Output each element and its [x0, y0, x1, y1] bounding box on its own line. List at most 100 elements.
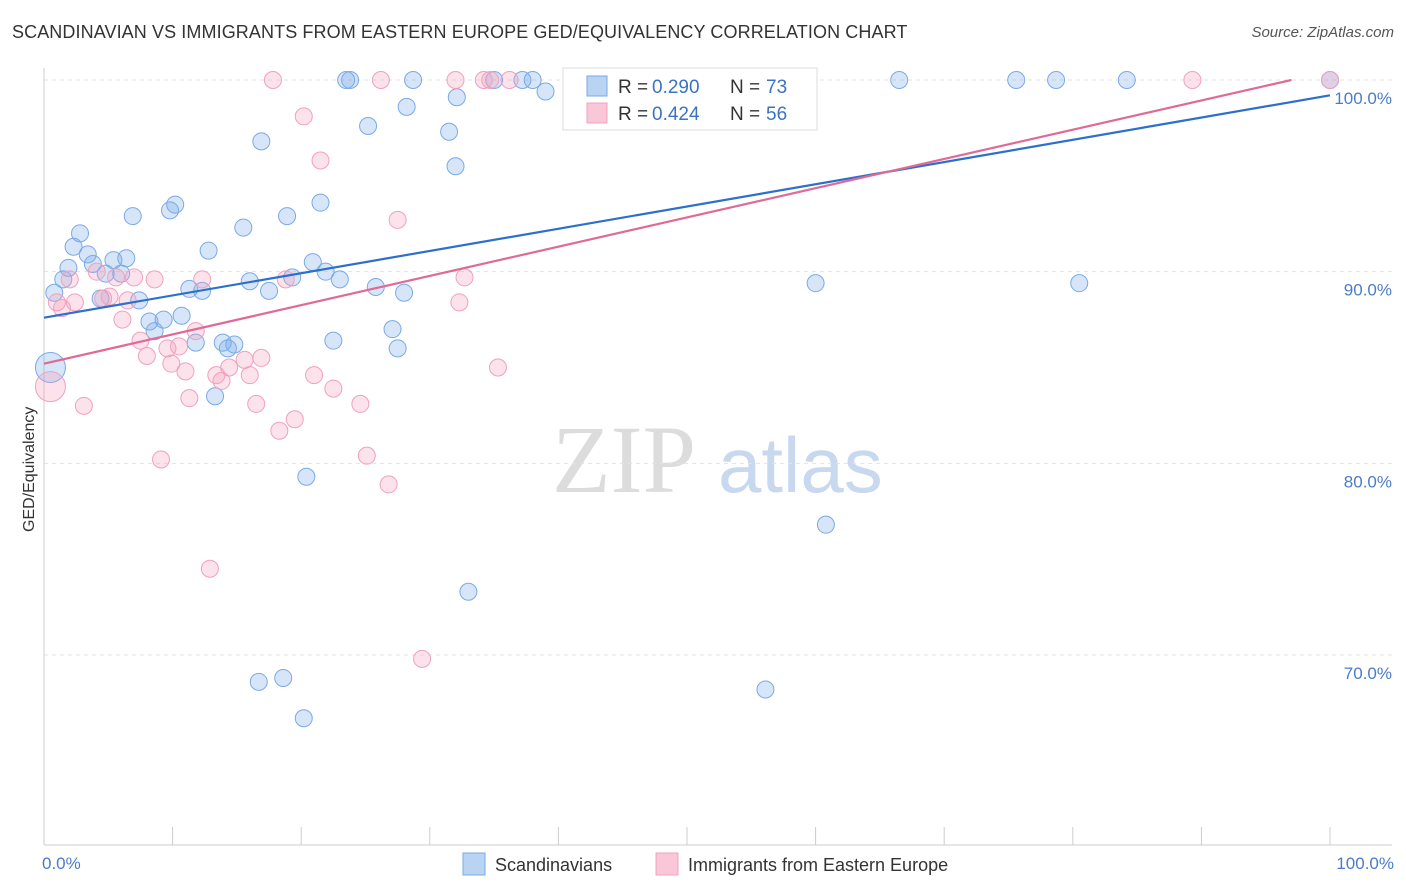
data-point [311, 193, 330, 212]
legend-n-value-2: 56 [766, 104, 787, 125]
data-point [278, 207, 297, 226]
source-label: Source: ZipAtlas.com [1251, 24, 1394, 41]
chart-title: SCANDINAVIAN VS IMMIGRANTS FROM EASTERN … [12, 22, 908, 42]
data-point [488, 358, 507, 377]
data-point [274, 669, 293, 687]
data-point [240, 366, 259, 385]
data-point [152, 450, 171, 469]
data-point-large [34, 371, 66, 403]
data-point [47, 293, 66, 312]
data-point [500, 71, 519, 89]
data-point [359, 117, 378, 135]
data-point [78, 245, 97, 264]
data-point [59, 258, 78, 277]
data-point [413, 649, 432, 668]
legend-swatch-scandinavians [586, 75, 608, 97]
bottom-legend-swatch-eastern-europe [655, 852, 679, 876]
data-point [1047, 71, 1066, 89]
data-point [145, 270, 164, 289]
data-point [305, 366, 324, 385]
data-point [176, 362, 195, 381]
trend-line-0 [43, 94, 1331, 319]
data-point [172, 306, 191, 325]
data-point [54, 270, 73, 289]
data-point [118, 291, 137, 310]
data-point [481, 71, 500, 89]
data-point [213, 333, 232, 352]
data-point [379, 475, 398, 494]
data-point [74, 396, 93, 415]
stats-legend: R = 0.290 N = 73 R = 0.424 N = 56 [562, 67, 818, 131]
data-point [263, 71, 282, 89]
data-point [324, 331, 343, 350]
data-point [170, 337, 189, 356]
data-point [446, 71, 465, 89]
x-tick-label-max: 100.0% [1336, 854, 1394, 873]
data-point [1321, 71, 1339, 89]
data-point [756, 680, 775, 699]
data-point [252, 348, 271, 367]
data-point [388, 210, 407, 229]
legend-n-label-1: N = [730, 77, 760, 98]
data-point [474, 71, 493, 89]
data-point [341, 71, 360, 89]
data-point [180, 389, 199, 408]
data-point [523, 71, 542, 89]
data-points [34, 71, 1339, 728]
data-point [96, 264, 115, 283]
data-point [65, 293, 84, 312]
data-point [206, 387, 225, 406]
data-point [100, 287, 119, 306]
data-point [404, 71, 423, 89]
bottom-legend-swatch-scandinavians [462, 852, 486, 876]
data-point [60, 270, 79, 289]
data-point [235, 350, 254, 369]
data-point [166, 195, 185, 214]
data-point [357, 446, 376, 465]
data-point [107, 268, 126, 287]
data-point [1117, 71, 1136, 89]
data-point [297, 467, 316, 486]
data-point [193, 270, 212, 289]
y-tick-label: 100.0% [1334, 89, 1392, 108]
data-point [161, 201, 180, 220]
data-point [71, 224, 90, 243]
data-point [294, 709, 313, 728]
data-point [285, 410, 304, 429]
data-point [330, 270, 349, 289]
data-point [276, 270, 295, 289]
data-point [446, 157, 465, 176]
data-point [225, 335, 244, 354]
legend-r-value-2: 0.424 [652, 104, 700, 125]
legend-swatch-eastern-europe [586, 102, 608, 124]
data-point [536, 82, 555, 101]
data-point [513, 71, 532, 89]
data-point [371, 71, 390, 89]
x-tick-label-min: 0.0% [42, 854, 81, 873]
y-tick-label: 90.0% [1344, 281, 1392, 300]
data-point [125, 268, 144, 287]
data-point [1183, 71, 1202, 89]
data-point [137, 347, 156, 365]
series-legend: Scandinavians Immigrants from Eastern Eu… [462, 852, 948, 876]
y-axis-label: GED/Equivalency [21, 407, 38, 532]
bottom-legend-label-scandinavians: Scandinavians [495, 855, 612, 875]
legend-r-label-2: R = [618, 104, 648, 125]
watermark-zip: ZIP [552, 406, 696, 513]
data-point [816, 515, 835, 534]
data-point [117, 249, 136, 268]
data-point [440, 122, 459, 141]
data-point [247, 394, 266, 413]
data-point [252, 132, 271, 151]
data-point [388, 339, 407, 358]
data-point [450, 293, 469, 312]
data-point [459, 582, 478, 601]
legend-n-label-2: N = [730, 104, 760, 125]
data-point [113, 310, 132, 329]
data-point [123, 207, 142, 226]
data-point [351, 394, 370, 413]
data-point [806, 274, 825, 293]
data-point [154, 310, 173, 329]
data-point [270, 421, 289, 440]
